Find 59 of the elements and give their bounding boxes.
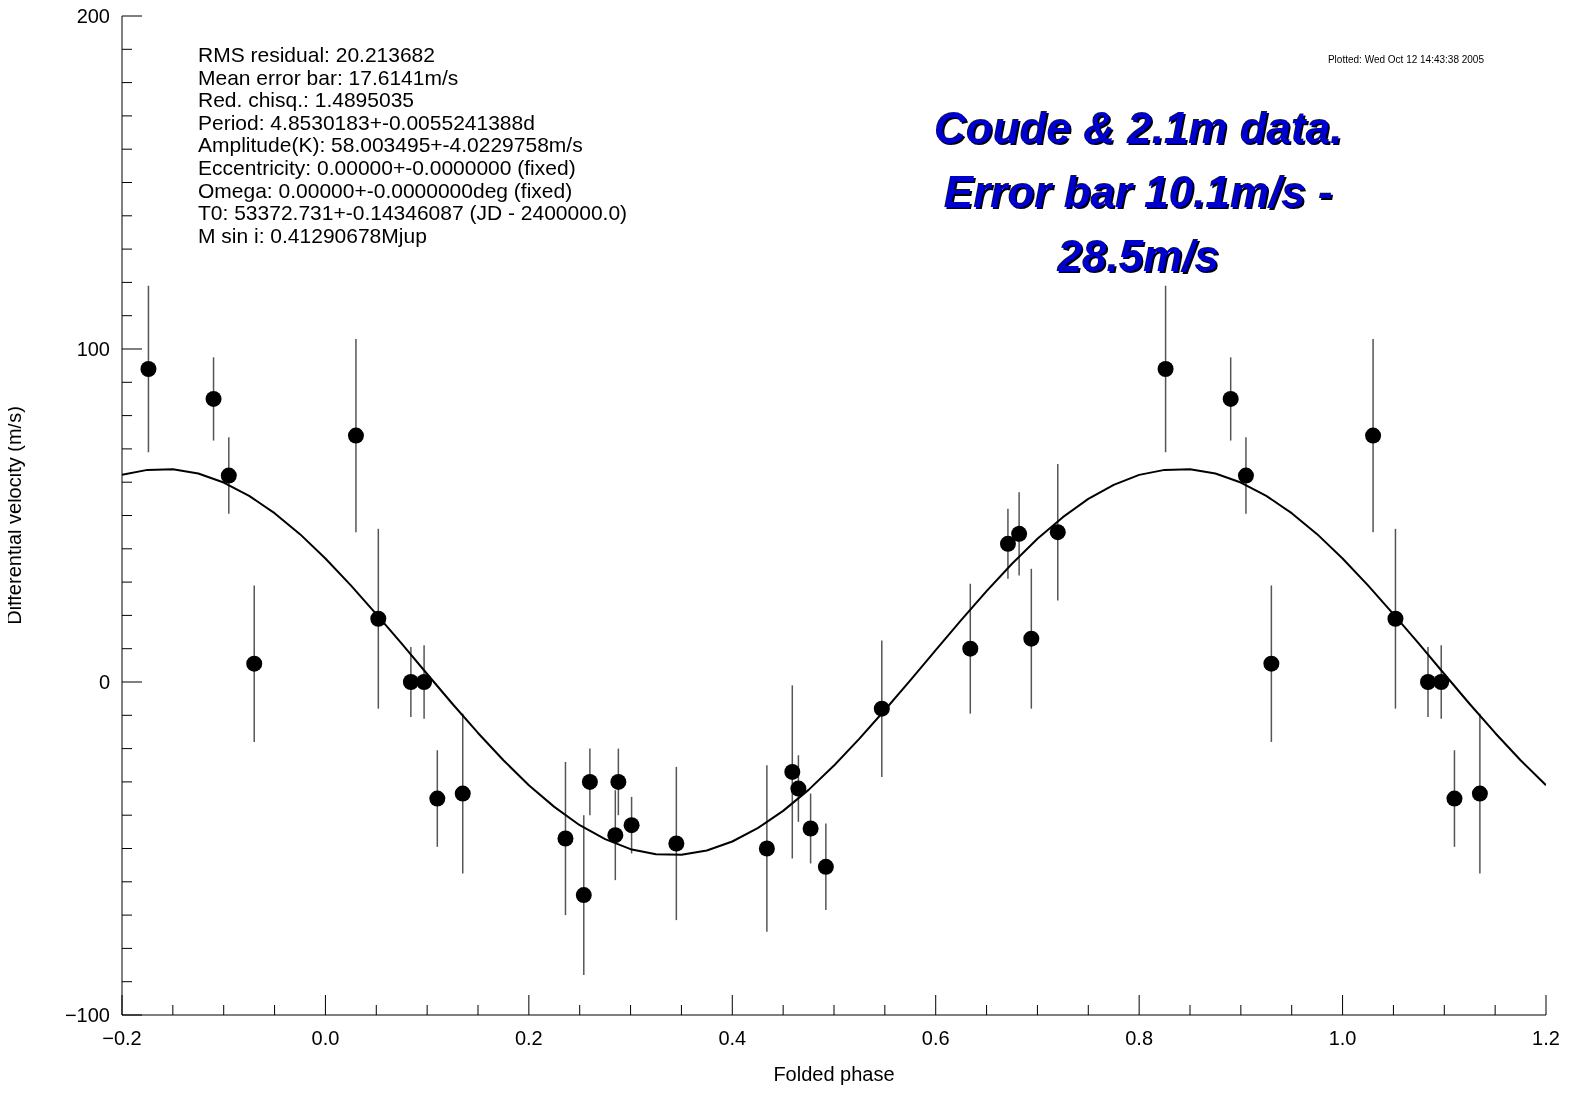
point — [1446, 790, 1463, 807]
y-tick-label: −100 — [64, 1004, 110, 1026]
point — [205, 390, 222, 407]
point — [790, 780, 807, 797]
point — [220, 467, 237, 484]
point — [1263, 655, 1280, 672]
point — [668, 835, 685, 852]
annotation: Amplitude(K): 58.003495+-4.0229758m/s — [198, 133, 584, 157]
point — [557, 830, 574, 847]
point — [623, 817, 640, 834]
point — [962, 640, 979, 657]
x-tick-label: −0.2 — [102, 1027, 142, 1049]
annotation: RMS residual: 20.213682 — [198, 43, 436, 67]
annotation: Red. chisq.: 1.4895035 — [198, 88, 415, 112]
x-tick-label: 1.0 — [1328, 1027, 1357, 1049]
annotation: Eccentricity: 0.00000+-0.0000000 (fixed) — [198, 155, 577, 180]
x-tick-label: 0.0 — [311, 1027, 340, 1049]
x-tick-label: 0.4 — [718, 1027, 747, 1049]
point — [817, 858, 834, 875]
point — [575, 887, 592, 904]
annotation: Omega: 0.00000+-0.0000000deg (fixed) — [198, 178, 573, 203]
x-tick-label: 0.2 — [514, 1027, 543, 1049]
x-tick-label: 0.6 — [921, 1027, 950, 1049]
point — [1023, 630, 1040, 647]
annotation: M sin i: 0.41290678Mjup — [198, 223, 428, 248]
point — [1157, 360, 1174, 377]
point — [1365, 427, 1382, 444]
y-tick-label: 100 — [76, 338, 110, 360]
point — [999, 535, 1016, 552]
point — [416, 674, 433, 690]
point — [1237, 467, 1254, 484]
x-axis-title: Folded phase — [773, 1063, 895, 1085]
annotation: Plotted: Wed Oct 12 14:43:38 2005 — [1327, 54, 1484, 65]
annotation: Mean error bar: 17.6141m/s — [198, 65, 460, 90]
point — [758, 840, 775, 857]
point — [1471, 785, 1488, 802]
point — [1433, 674, 1450, 690]
point — [784, 763, 801, 780]
point — [1049, 524, 1066, 541]
annotation: T0: 53372.731+-0.14346087 (JD - 2400000.0) — [198, 201, 628, 225]
annotation: Coude & 2.1m data. Error bar 10.1m/s - 28.5m/s — [932, 102, 1344, 282]
annotation: Period: 4.8530183+-0.0055241388d — [198, 110, 536, 135]
point — [581, 773, 598, 790]
point — [607, 827, 624, 844]
point — [246, 655, 263, 672]
point — [1222, 390, 1239, 407]
y-tick-label: 200 — [76, 5, 110, 27]
point — [429, 790, 446, 807]
point — [140, 360, 157, 377]
point — [1011, 525, 1028, 542]
point — [454, 785, 471, 802]
y-tick-label: 0 — [98, 671, 110, 693]
x-tick-label: 1.2 — [1532, 1027, 1560, 1049]
x-tick-label: 0.8 — [1125, 1027, 1154, 1049]
point — [1420, 674, 1437, 690]
point — [610, 773, 627, 790]
point — [802, 820, 819, 837]
point — [347, 427, 364, 444]
point — [402, 674, 419, 690]
